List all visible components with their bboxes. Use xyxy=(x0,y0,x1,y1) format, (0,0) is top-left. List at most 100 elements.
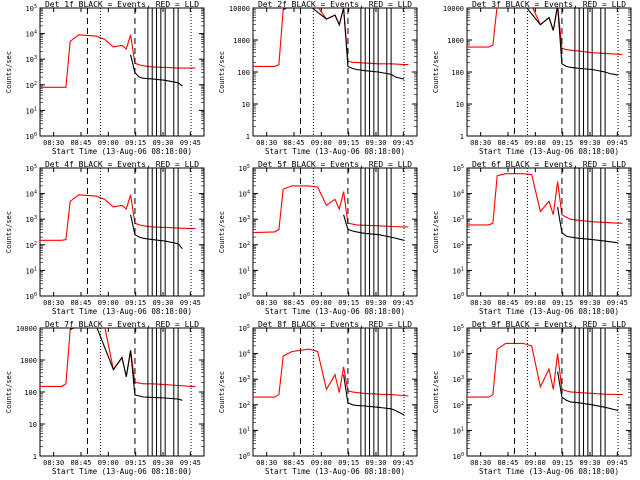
x-tick-label: 09:00 xyxy=(311,139,332,147)
x-tick-label: 08:45 xyxy=(283,299,304,307)
y-tick-label: 102 xyxy=(239,241,250,250)
y-tick-label: 101 xyxy=(453,426,464,435)
x-tick-label: 09:45 xyxy=(393,299,414,307)
y-tick-label: 100 xyxy=(26,292,37,301)
x-tick-label: 08:45 xyxy=(283,459,304,467)
y-tick-label: 1000 xyxy=(233,37,250,45)
plot-title: Det 5f BLACK = Events, RED = LLD xyxy=(258,160,412,169)
x-tick-label: 08:45 xyxy=(497,459,518,467)
detector-plot-4: Det 4f BLACK = Events, RED = LLD 100 101 10… xyxy=(5,160,205,316)
x-axis-label: Start Time (13-Aug-06 08:18:00) xyxy=(265,147,405,156)
y-tick-label: 101 xyxy=(26,106,37,115)
y-axis-label: Counts/sec xyxy=(5,51,13,93)
x-tick-label: 09:00 xyxy=(311,299,332,307)
y-tick-label: 100 xyxy=(453,292,464,301)
plot-area xyxy=(467,328,623,456)
x-tick-label: 09:45 xyxy=(393,459,414,467)
x-tick-label: 09:45 xyxy=(180,459,201,467)
x-tick-label: 09:45 xyxy=(607,459,628,467)
y-axis-label: Counts/sec xyxy=(432,211,440,253)
y-tick-label: 10000 xyxy=(229,5,250,13)
x-tick-label: 09:30 xyxy=(365,139,386,147)
x-tick-label: 08:30 xyxy=(256,459,277,467)
y-tick-label: 104 xyxy=(26,30,37,39)
series-line-red-lld xyxy=(467,8,623,56)
detector-plot-3: Det 3f BLACK = Events, RED = LLD 1 10 100 10… xyxy=(432,0,632,156)
y-tick-label: 103 xyxy=(239,215,250,224)
plot-area xyxy=(253,328,409,456)
series-line-red-lld xyxy=(253,8,409,67)
plot-area xyxy=(467,168,623,296)
detector-plot-5: Det 5f BLACK = Events, RED = LLD 100 101 10… xyxy=(218,160,418,316)
y-tick-label: 103 xyxy=(239,375,250,384)
x-axis-label: Start Time (13-Aug-06 08:18:00) xyxy=(265,307,405,316)
x-tick-label: 08:30 xyxy=(470,299,491,307)
y-tick-label: 105 xyxy=(453,324,464,333)
x-tick-label: 09:45 xyxy=(607,139,628,147)
y-tick-label: 100 xyxy=(26,132,37,141)
series-line-red-lld xyxy=(40,194,196,241)
y-tick-label: 1 xyxy=(246,133,250,141)
x-tick-label: 09:00 xyxy=(98,299,119,307)
y-tick-label: 1 xyxy=(460,133,464,141)
detector-plot-1: Det 1f BLACK = Events, RED = LLD 100 101 10… xyxy=(5,0,205,156)
x-tick-label: 09:15 xyxy=(338,459,359,467)
x-tick-label: 09:15 xyxy=(338,139,359,147)
plot-title: Det 7f BLACK = Events, RED = LLD xyxy=(45,320,199,329)
y-tick-label: 1 xyxy=(33,453,37,461)
y-tick-label: 101 xyxy=(26,266,37,275)
series-line-black-events xyxy=(69,328,183,401)
x-axis-label: Start Time (13-Aug-06 08:18:00) xyxy=(479,467,619,476)
series-line-red-lld xyxy=(467,173,623,226)
x-tick-label: 09:30 xyxy=(152,139,173,147)
x-tick-label: 08:30 xyxy=(470,139,491,147)
series-line-red-lld xyxy=(253,348,409,398)
y-axis-label: Counts/sec xyxy=(432,51,440,93)
x-tick-label: 09:00 xyxy=(525,299,546,307)
x-axis-label: Start Time (13-Aug-06 08:18:00) xyxy=(479,147,619,156)
series-line-red-lld xyxy=(467,342,623,398)
plot-area xyxy=(40,328,196,456)
detector-plot-6: Det 6f BLACK = Events, RED = LLD 100 101 10… xyxy=(432,160,632,316)
y-tick-label: 100 xyxy=(24,389,37,397)
plot-area xyxy=(253,168,409,296)
x-tick-label: 08:45 xyxy=(70,299,91,307)
y-tick-label: 103 xyxy=(26,55,37,64)
plot-title: Det 8f BLACK = Events, RED = LLD xyxy=(258,320,412,329)
y-axis-label: Counts/sec xyxy=(5,371,13,413)
y-tick-label: 1000 xyxy=(447,37,464,45)
plot-frame xyxy=(466,327,632,457)
x-tick-label: 09:30 xyxy=(152,459,173,467)
x-tick-label: 09:45 xyxy=(607,299,628,307)
plot-frame xyxy=(466,167,632,297)
y-tick-label: 100 xyxy=(239,292,250,301)
plot-area xyxy=(40,168,196,296)
y-tick-label: 100 xyxy=(239,452,250,461)
y-tick-label: 10000 xyxy=(443,5,464,13)
x-tick-label: 09:45 xyxy=(180,139,201,147)
y-tick-label: 102 xyxy=(26,241,37,250)
x-tick-label: 08:30 xyxy=(43,139,64,147)
x-axis-label: Start Time (13-Aug-06 08:18:00) xyxy=(52,467,192,476)
detector-plot-9: Det 9f BLACK = Events, RED = LLD 100 101 10… xyxy=(432,320,632,476)
y-tick-label: 104 xyxy=(453,190,464,199)
y-tick-label: 101 xyxy=(239,266,250,275)
y-tick-label: 103 xyxy=(26,215,37,224)
series-line-red-lld xyxy=(40,34,196,88)
y-tick-label: 105 xyxy=(239,324,250,333)
x-tick-label: 09:15 xyxy=(125,299,146,307)
detector-plot-8: Det 8f BLACK = Events, RED = LLD 100 101 10… xyxy=(218,320,418,476)
y-tick-label: 100 xyxy=(453,452,464,461)
y-tick-label: 100 xyxy=(237,69,250,77)
plot-frame xyxy=(39,327,205,457)
y-tick-label: 105 xyxy=(239,164,250,173)
x-tick-label: 09:00 xyxy=(525,459,546,467)
series-line-red-lld xyxy=(253,185,409,234)
plot-frame xyxy=(252,167,418,297)
x-tick-label: 09:15 xyxy=(552,459,573,467)
x-axis-label: Start Time (13-Aug-06 08:18:00) xyxy=(479,307,619,316)
y-tick-label: 102 xyxy=(239,401,250,410)
y-tick-label: 104 xyxy=(239,350,250,359)
x-tick-label: 08:45 xyxy=(283,139,304,147)
